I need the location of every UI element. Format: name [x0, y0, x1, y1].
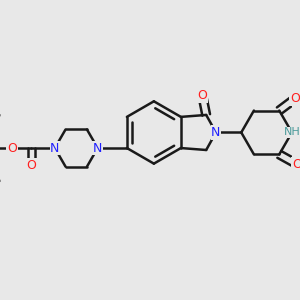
- Text: N: N: [93, 142, 102, 154]
- Text: NH: NH: [284, 128, 300, 137]
- Text: O: O: [290, 92, 300, 105]
- Text: N: N: [50, 142, 59, 154]
- Text: O: O: [7, 142, 17, 154]
- Text: O: O: [292, 158, 300, 171]
- Text: O: O: [26, 159, 36, 172]
- Text: N: N: [211, 126, 220, 139]
- Text: O: O: [197, 89, 207, 102]
